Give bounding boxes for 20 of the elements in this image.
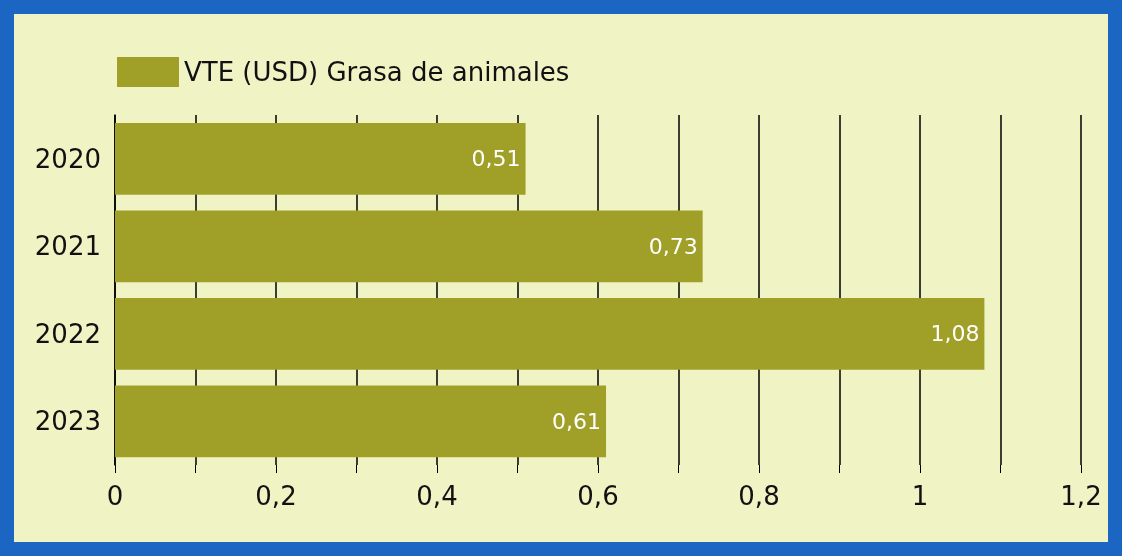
- y-tick-label: 2020: [34, 143, 101, 174]
- x-tick-label: 1: [911, 481, 929, 511]
- data-label: 0,61: [552, 408, 602, 434]
- x-tick-label: 0,8: [738, 481, 780, 511]
- data-label: 0,51: [471, 146, 521, 172]
- x-tick-label: 0,4: [416, 481, 458, 511]
- data-label: 0,73: [648, 233, 698, 259]
- x-tick-label: 1,2: [1060, 481, 1102, 511]
- y-tick-label: 2023: [34, 406, 101, 437]
- x-tick-label: 0,2: [255, 481, 297, 511]
- bar: [115, 385, 607, 458]
- data-label: 1,08: [930, 321, 980, 347]
- x-tick-label: 0,6: [577, 481, 619, 511]
- legend-label: VTE (USD) Grasa de animales: [184, 57, 570, 87]
- bar: [115, 297, 985, 370]
- y-tick-label: 2021: [34, 231, 101, 262]
- bar: [115, 210, 703, 283]
- y-tick-label: 2022: [34, 318, 101, 349]
- x-tick-label: 0: [106, 481, 124, 511]
- bar: [115, 122, 526, 195]
